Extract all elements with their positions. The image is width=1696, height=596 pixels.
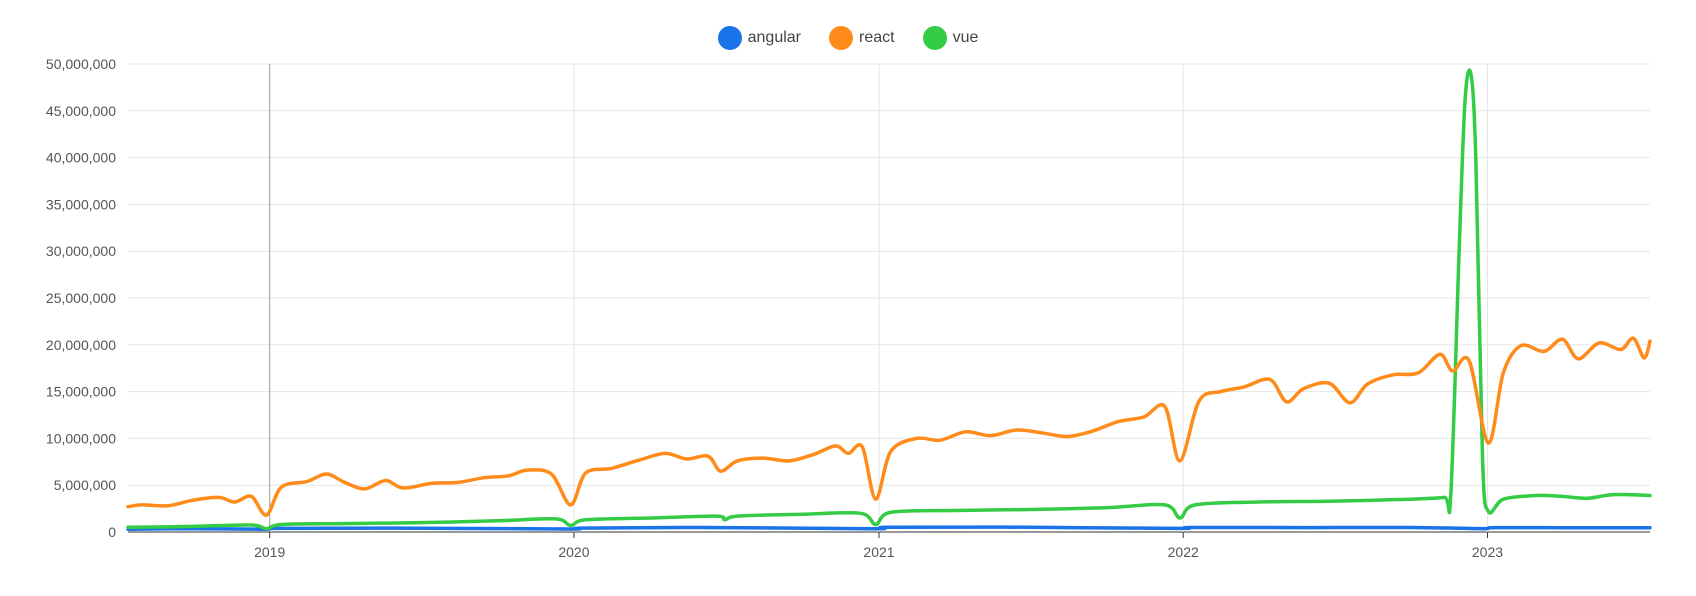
x-tick-label: 2022	[1168, 544, 1199, 560]
y-tick-label: 45,000,000	[46, 103, 116, 119]
y-tick-label: 5,000,000	[54, 477, 116, 493]
x-tick-label: 2020	[558, 544, 589, 560]
x-tick-label: 2023	[1472, 544, 1503, 560]
legend-item-react[interactable]: react	[829, 26, 895, 50]
legend-label-angular: angular	[747, 29, 801, 46]
series-line-angular	[126, 525, 1652, 531]
legend-item-vue[interactable]: vue	[922, 26, 979, 50]
legend-swatch-vue	[922, 26, 947, 50]
x-tick-label: 2019	[254, 544, 285, 560]
legend-item-angular[interactable]: angular	[717, 26, 801, 50]
series-line-react	[126, 336, 1652, 517]
y-tick-label: 25,000,000	[46, 290, 116, 306]
legend: angular react vue	[0, 26, 1696, 50]
y-tick-label: 30,000,000	[46, 243, 116, 259]
y-tick-label: 40,000,000	[46, 150, 116, 166]
legend-label-react: react	[859, 29, 895, 46]
y-tick-label: 20,000,000	[46, 337, 116, 353]
legend-swatch-angular	[717, 26, 742, 50]
legend-label-vue: vue	[952, 29, 979, 46]
x-tick-label: 2021	[863, 544, 894, 560]
y-tick-label: 50,000,000	[46, 56, 116, 72]
y-tick-label: 15,000,000	[46, 384, 116, 400]
y-tick-label: 0	[108, 524, 116, 540]
y-tick-label: 10,000,000	[46, 430, 116, 446]
y-tick-label: 35,000,000	[46, 196, 116, 212]
legend-swatch-react	[829, 26, 853, 50]
